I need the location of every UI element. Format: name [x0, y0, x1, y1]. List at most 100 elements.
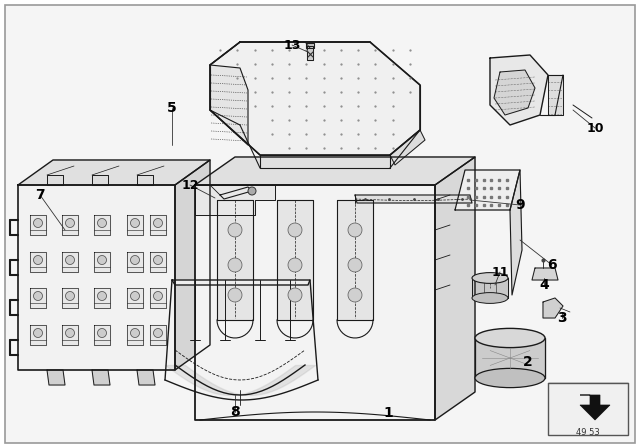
- Polygon shape: [195, 157, 475, 185]
- Polygon shape: [355, 195, 472, 203]
- Polygon shape: [62, 215, 78, 235]
- Polygon shape: [172, 280, 310, 285]
- Polygon shape: [137, 370, 155, 385]
- Text: 12: 12: [181, 178, 199, 191]
- Ellipse shape: [472, 293, 508, 303]
- Circle shape: [131, 292, 140, 301]
- Polygon shape: [127, 215, 143, 235]
- Circle shape: [228, 288, 242, 302]
- Polygon shape: [543, 298, 563, 318]
- Circle shape: [154, 292, 163, 301]
- Text: 6: 6: [547, 258, 557, 272]
- Polygon shape: [94, 215, 110, 235]
- Polygon shape: [337, 200, 373, 320]
- Circle shape: [33, 328, 42, 337]
- Text: 13: 13: [284, 39, 301, 52]
- Circle shape: [65, 328, 74, 337]
- Circle shape: [131, 219, 140, 228]
- Polygon shape: [307, 46, 313, 60]
- Polygon shape: [47, 370, 65, 385]
- Text: 5: 5: [167, 101, 177, 115]
- Circle shape: [288, 258, 302, 272]
- Circle shape: [228, 223, 242, 237]
- Circle shape: [131, 255, 140, 264]
- Circle shape: [65, 255, 74, 264]
- Polygon shape: [475, 338, 545, 378]
- Text: 1: 1: [383, 406, 393, 420]
- Polygon shape: [137, 175, 153, 185]
- Polygon shape: [150, 215, 166, 235]
- Polygon shape: [580, 395, 610, 420]
- Ellipse shape: [472, 272, 508, 284]
- Polygon shape: [510, 170, 522, 295]
- Circle shape: [154, 219, 163, 228]
- Circle shape: [348, 258, 362, 272]
- Polygon shape: [490, 55, 548, 125]
- Circle shape: [33, 255, 42, 264]
- Circle shape: [131, 328, 140, 337]
- Text: 4: 4: [539, 278, 549, 292]
- Polygon shape: [150, 252, 166, 272]
- Circle shape: [154, 255, 163, 264]
- Circle shape: [288, 223, 302, 237]
- Text: 9: 9: [515, 198, 525, 212]
- Polygon shape: [217, 200, 253, 320]
- Polygon shape: [94, 288, 110, 308]
- Circle shape: [154, 328, 163, 337]
- Polygon shape: [210, 65, 248, 145]
- Circle shape: [348, 288, 362, 302]
- Text: 3: 3: [557, 311, 567, 325]
- Circle shape: [248, 187, 256, 195]
- Polygon shape: [150, 288, 166, 308]
- Polygon shape: [260, 155, 390, 168]
- Polygon shape: [62, 252, 78, 272]
- Circle shape: [288, 288, 302, 302]
- Text: 8: 8: [230, 405, 240, 419]
- Text: 49 53: 49 53: [576, 428, 600, 437]
- Polygon shape: [220, 187, 252, 199]
- Polygon shape: [548, 75, 563, 115]
- Polygon shape: [210, 42, 420, 155]
- Circle shape: [97, 328, 106, 337]
- Polygon shape: [18, 160, 210, 185]
- Polygon shape: [195, 185, 435, 420]
- Polygon shape: [277, 200, 313, 320]
- Polygon shape: [150, 325, 166, 345]
- Ellipse shape: [475, 368, 545, 388]
- Polygon shape: [62, 288, 78, 308]
- Circle shape: [33, 219, 42, 228]
- Polygon shape: [390, 130, 425, 165]
- Polygon shape: [306, 43, 314, 48]
- Polygon shape: [92, 175, 108, 185]
- Polygon shape: [127, 252, 143, 272]
- Polygon shape: [532, 268, 558, 280]
- Polygon shape: [62, 325, 78, 345]
- Bar: [548, 383, 628, 435]
- Polygon shape: [435, 157, 475, 420]
- Circle shape: [348, 223, 362, 237]
- Text: 7: 7: [35, 188, 45, 202]
- Polygon shape: [92, 370, 110, 385]
- Text: 2: 2: [523, 355, 533, 369]
- Circle shape: [33, 292, 42, 301]
- Polygon shape: [30, 215, 46, 235]
- Ellipse shape: [475, 328, 545, 348]
- Polygon shape: [47, 175, 63, 185]
- Text: 10: 10: [586, 121, 604, 134]
- Circle shape: [97, 292, 106, 301]
- Polygon shape: [18, 185, 175, 370]
- Polygon shape: [94, 325, 110, 345]
- Text: 11: 11: [492, 266, 509, 279]
- Polygon shape: [30, 252, 46, 272]
- Polygon shape: [127, 288, 143, 308]
- Circle shape: [228, 258, 242, 272]
- Polygon shape: [127, 325, 143, 345]
- Polygon shape: [30, 288, 46, 308]
- Circle shape: [97, 219, 106, 228]
- Circle shape: [65, 292, 74, 301]
- Polygon shape: [175, 160, 210, 370]
- Circle shape: [97, 255, 106, 264]
- Polygon shape: [494, 70, 535, 115]
- Polygon shape: [195, 185, 275, 215]
- Circle shape: [65, 219, 74, 228]
